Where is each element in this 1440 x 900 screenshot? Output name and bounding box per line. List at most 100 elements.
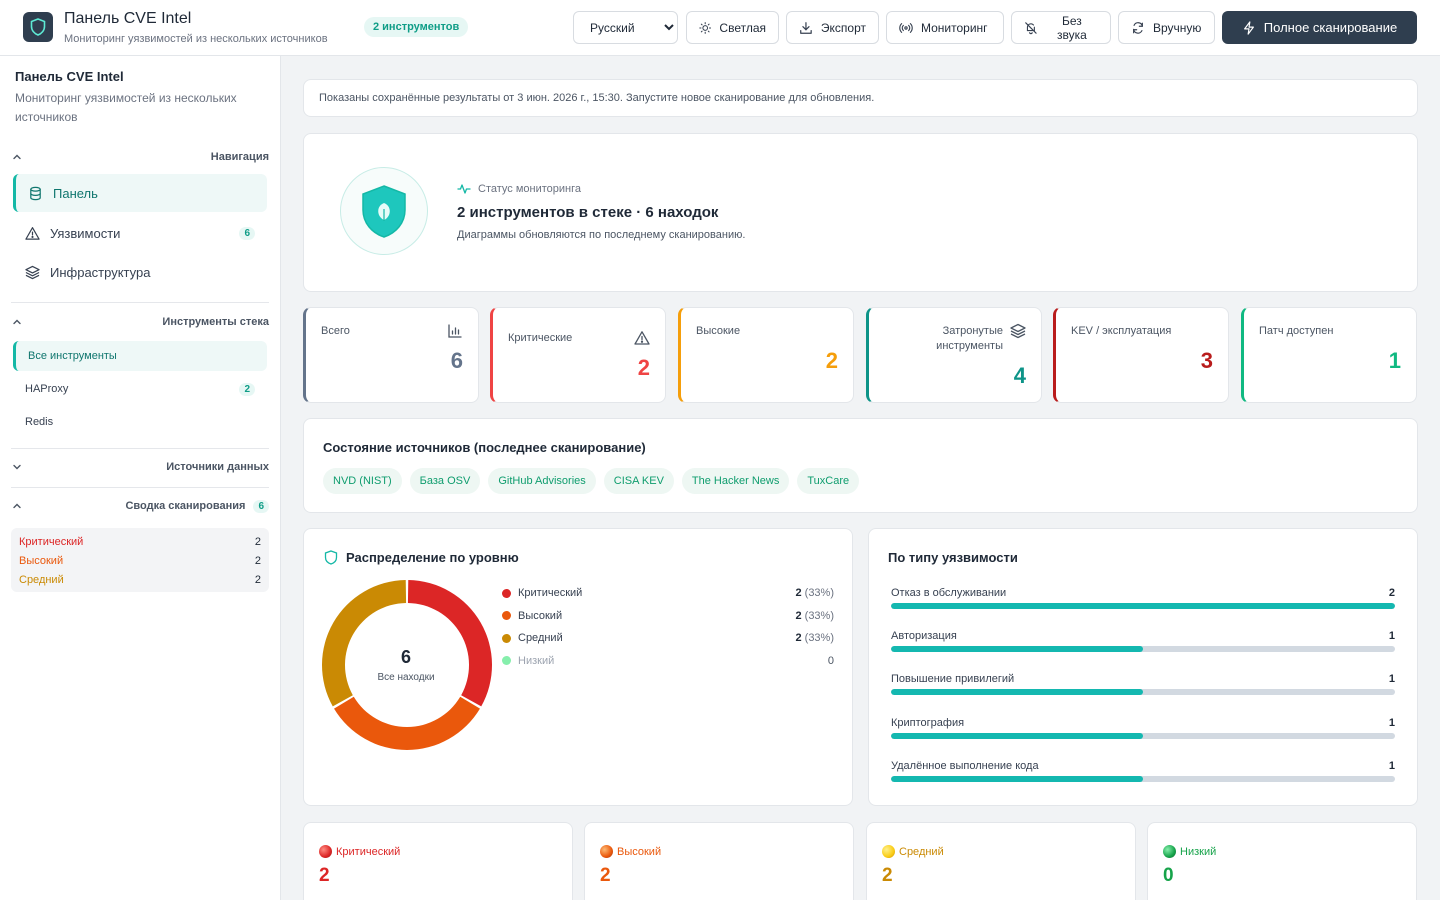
theme-label: Светлая [719,20,766,35]
activity-icon [457,184,471,194]
type-bar-fill [891,732,1143,739]
status-shield [340,167,428,255]
severity-card-high: Высокий 2 [584,822,854,900]
summary-row-critical: Критический 2 [19,533,261,552]
source-chip[interactable]: CISA KEV [603,468,674,494]
sources-section-toggle[interactable]: Источники данных [11,457,269,477]
donut-slice-3[interactable] [322,580,407,707]
type-bar-fill [891,775,1143,782]
severity-donut-chart [322,580,492,750]
monitoring-status-description: Диаграммы обновляются по последнему скан… [457,229,746,241]
legend-item: Средний 2 (33%) [502,627,834,650]
distribution-title: Распределение по уровню [324,550,519,565]
severity-card-medium: Средний 2 [866,822,1136,900]
scan-summary-toggle[interactable]: Сводка сканирования 6 [11,496,269,516]
type-bar-value: 2 [1388,587,1395,599]
stat-value: 3 [1200,348,1213,373]
mute-button[interactable]: Без звука [1011,11,1111,44]
summary-label: Высокий [19,555,64,567]
refresh-icon [1133,21,1143,34]
theme-button[interactable]: Светлая [686,11,779,44]
type-bar-header: Отказ в обслуживании 2 [891,587,1395,599]
sources-title: Состояние источников (последнее сканиров… [323,440,646,455]
stat-label: Всего [321,325,350,337]
green-circle-icon [1163,845,1176,858]
language-select[interactable]: Русский [573,11,678,44]
legend-item: Высокий 2 (33%) [502,605,834,628]
sidebar-subtitle: Мониторинг уязвимостей из нескольких ист… [15,91,237,124]
chevron-down-icon [13,464,21,470]
legend-value: 2 (33%) [796,632,834,644]
legend-dot [502,611,511,621]
legend-count: 0 [827,654,834,667]
type-bar-header: Криптография 1 [891,717,1395,729]
alert-triangle-icon [25,226,40,240]
manual-button[interactable]: Вручную [1118,11,1215,44]
severity-card-low: Низкий 0 [1147,822,1417,900]
navigation-section-toggle[interactable]: Навигация [11,147,269,167]
type-bar-label: Повышение привилегий [891,673,1015,686]
type-bar-track [891,775,1395,782]
type-bar-row: Удалённое выполнение кода 1 [891,760,1395,803]
summary-value: 2 [254,555,261,567]
stack-section-toggle[interactable]: Инструменты стека [11,312,269,332]
sidebar-item-infrastructure[interactable]: Инфраструктура [13,253,267,291]
severity-label-text: Низкий [1180,845,1217,858]
tool-item-all[interactable]: Все инструменты [13,341,267,371]
donut-slice-2[interactable] [334,696,480,750]
type-bar-value: 1 [1388,673,1395,686]
export-button[interactable]: Экспорт [786,11,879,44]
source-chip[interactable]: The Hacker News [681,468,790,494]
sidebar-item-vulnerabilities[interactable]: Уязвимости 6 [13,214,267,252]
monitoring-status-card: Статус мониторинга 2 инструментов в стек… [303,133,1418,292]
app-logo [23,12,53,42]
stack-section-label: Инструменты стека [162,316,269,328]
severity-label-text: Высокий [617,845,662,858]
chevron-up-icon [13,319,21,325]
sidebar-item-dashboard[interactable]: Панель [13,174,267,212]
severity-value: 2 [882,865,893,886]
legend-label: Критический [518,587,583,600]
severity-label: Низкий [1163,845,1216,858]
donut-total: 6 [400,647,411,667]
stat-critical: Критические 2 [490,307,666,403]
type-bar-value: 1 [1388,759,1395,772]
full-scan-label: Полное сканирование [1263,20,1398,35]
severity-distribution-card: Распределение по уровню 6 Все находки Кр… [303,528,853,806]
source-chips: NVD (NIST) База OSV GitHub Advisories CI… [323,468,860,494]
stat-value: 2 [825,348,838,373]
type-bar-label: Удалённое выполнение кода [891,759,1039,772]
type-bar-track [891,646,1395,653]
severity-label-text: Средний [899,845,944,858]
type-bar-track [891,732,1395,739]
source-chip[interactable]: NVD (NIST) [323,468,402,494]
tool-item-haproxy[interactable]: HAProxy 2 [13,374,267,404]
distribution-title-text: Распределение по уровню [346,550,519,565]
tool-item-redis[interactable]: Redis [13,407,267,437]
type-bar-fill [891,646,1143,653]
donut-slice-1[interactable] [407,580,492,707]
legend-percent: (33%) [804,632,834,645]
source-chip[interactable]: База OSV [409,468,481,494]
legend-item: Критический 2 (33%) [502,582,834,605]
sidebar-item-label: Панель [53,185,98,201]
sources-section-label: Источники данных [166,461,269,473]
stat-value: 6 [450,348,463,373]
sidebar-divider [11,448,269,449]
full-scan-button[interactable]: Полное сканирование [1222,11,1417,44]
sources-status-card: Состояние источников (последнее сканиров… [303,418,1418,513]
distribution-legend: Критический 2 (33%) Высокий 2 (33%) Средни… [502,582,834,672]
source-chip[interactable]: TuxCare [797,468,860,494]
legend-count: 2 [795,632,802,645]
shield-leaf-icon [362,185,406,238]
tool-item-label: Redis [25,416,54,428]
red-circle-icon [319,845,332,858]
yellow-circle-icon [882,845,895,858]
source-chip[interactable]: GitHub Advisories [488,468,596,494]
severity-label: Высокий [600,845,661,858]
type-bar-track [891,689,1395,696]
legend-label: Средний [518,632,563,645]
type-bar-fill [891,689,1143,696]
monitoring-button[interactable]: Мониторинг [886,11,1004,44]
lightning-icon [1243,20,1254,35]
